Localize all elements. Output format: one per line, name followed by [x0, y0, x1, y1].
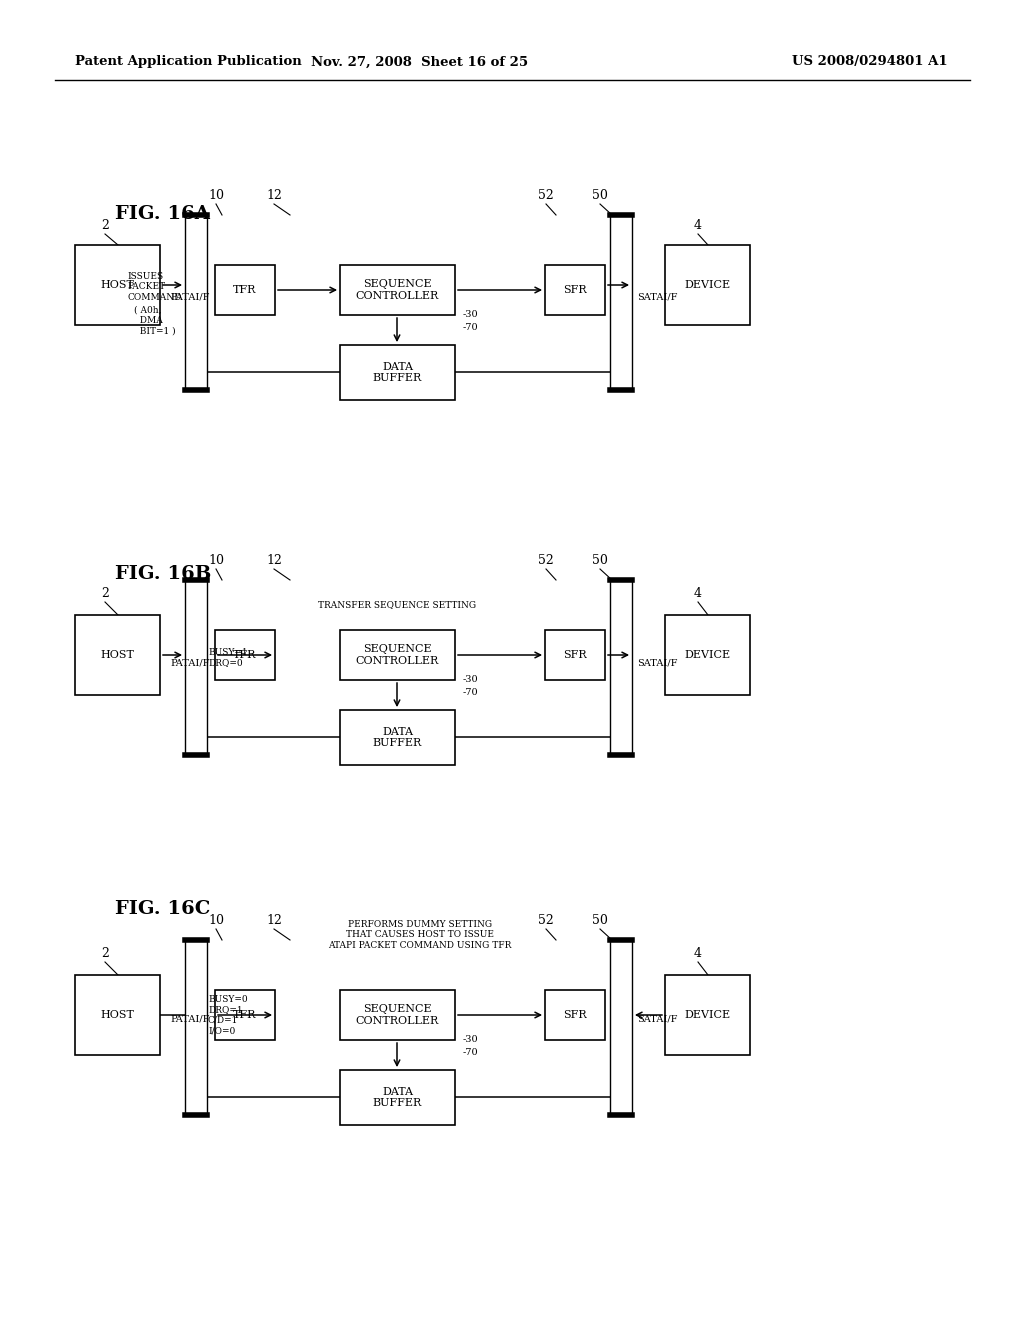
Text: -30: -30: [463, 1035, 478, 1044]
Text: -70: -70: [463, 323, 478, 333]
Text: 10: 10: [208, 913, 224, 927]
Text: -70: -70: [463, 1048, 478, 1057]
Text: 12: 12: [266, 554, 282, 568]
Text: DEVICE: DEVICE: [684, 649, 730, 660]
Text: 50: 50: [592, 189, 608, 202]
Text: SFR: SFR: [563, 285, 587, 294]
Text: FIG. 16B: FIG. 16B: [115, 565, 211, 583]
Bar: [215, 265, 275, 315]
Text: 2: 2: [101, 219, 109, 232]
Text: 4: 4: [694, 219, 702, 232]
Text: DATA
BUFFER: DATA BUFFER: [373, 727, 422, 748]
Bar: [75, 975, 160, 1055]
Bar: [185, 940, 207, 1115]
Bar: [610, 215, 632, 389]
Text: SATAI/F: SATAI/F: [637, 657, 678, 667]
Text: PATAI/F: PATAI/F: [171, 292, 210, 301]
Text: TFR: TFR: [233, 649, 257, 660]
Text: TRANSFER SEQUENCE SETTING: TRANSFER SEQUENCE SETTING: [317, 601, 476, 609]
Bar: [665, 246, 750, 325]
Text: SATAI/F: SATAI/F: [637, 292, 678, 301]
Text: 52: 52: [539, 554, 554, 568]
Text: 52: 52: [539, 189, 554, 202]
Bar: [340, 630, 455, 680]
Text: DATA
BUFFER: DATA BUFFER: [373, 362, 422, 383]
Text: PATAI/F: PATAI/F: [171, 657, 210, 667]
Text: ISSUES
PACKET
COMMAND: ISSUES PACKET COMMAND: [128, 272, 182, 302]
Bar: [185, 579, 207, 755]
Bar: [340, 265, 455, 315]
Text: FIG. 16C: FIG. 16C: [115, 900, 210, 917]
Text: DEVICE: DEVICE: [684, 1010, 730, 1020]
Text: HOST: HOST: [100, 1010, 134, 1020]
Bar: [610, 940, 632, 1115]
Bar: [610, 579, 632, 755]
Text: ( A0h,
  DMA
  BIT=1 ): ( A0h, DMA BIT=1 ): [134, 306, 176, 335]
Bar: [75, 246, 160, 325]
Bar: [340, 990, 455, 1040]
Text: 50: 50: [592, 554, 608, 568]
Text: HOST: HOST: [100, 280, 134, 290]
Bar: [665, 615, 750, 696]
Text: DATA
BUFFER: DATA BUFFER: [373, 1086, 422, 1109]
Text: -70: -70: [463, 688, 478, 697]
Bar: [215, 630, 275, 680]
Bar: [340, 1071, 455, 1125]
Bar: [185, 215, 207, 389]
Text: TFR: TFR: [233, 1010, 257, 1020]
Bar: [545, 265, 605, 315]
Text: BUSY=1
DRQ=0: BUSY=1 DRQ=0: [208, 648, 248, 668]
Text: 10: 10: [208, 189, 224, 202]
Text: 2: 2: [101, 946, 109, 960]
Text: DEVICE: DEVICE: [684, 280, 730, 290]
Bar: [215, 990, 275, 1040]
Text: HOST: HOST: [100, 649, 134, 660]
Text: US 2008/0294801 A1: US 2008/0294801 A1: [793, 55, 948, 69]
Bar: [75, 615, 160, 696]
Text: 12: 12: [266, 189, 282, 202]
Text: Patent Application Publication: Patent Application Publication: [75, 55, 302, 69]
Text: SATAI/F: SATAI/F: [637, 1015, 678, 1024]
Text: 52: 52: [539, 913, 554, 927]
Text: -30: -30: [463, 310, 478, 319]
Text: Nov. 27, 2008  Sheet 16 of 25: Nov. 27, 2008 Sheet 16 of 25: [311, 55, 528, 69]
Text: FIG. 16A: FIG. 16A: [115, 205, 210, 223]
Text: SEQUENCE
CONTROLLER: SEQUENCE CONTROLLER: [356, 644, 439, 665]
Text: SFR: SFR: [563, 1010, 587, 1020]
Text: 12: 12: [266, 913, 282, 927]
Text: -30: -30: [463, 675, 478, 684]
Text: 10: 10: [208, 554, 224, 568]
Text: 4: 4: [694, 587, 702, 601]
Bar: [665, 975, 750, 1055]
Text: 50: 50: [592, 913, 608, 927]
Bar: [340, 710, 455, 766]
Bar: [545, 990, 605, 1040]
Bar: [545, 630, 605, 680]
Text: PERFORMS DUMMY SETTING
THAT CAUSES HOST TO ISSUE
ATAPI PACKET COMMAND USING TFR: PERFORMS DUMMY SETTING THAT CAUSES HOST …: [329, 920, 512, 950]
Text: TFR: TFR: [233, 285, 257, 294]
Text: 4: 4: [694, 946, 702, 960]
Text: 2: 2: [101, 587, 109, 601]
Text: SFR: SFR: [563, 649, 587, 660]
Bar: [340, 345, 455, 400]
Text: PATAI/F: PATAI/F: [171, 1015, 210, 1024]
Text: SEQUENCE
CONTROLLER: SEQUENCE CONTROLLER: [356, 280, 439, 301]
Text: SEQUENCE
CONTROLLER: SEQUENCE CONTROLLER: [356, 1005, 439, 1026]
Text: BUSY=0
DRQ=1
C/D=1
I/O=0: BUSY=0 DRQ=1 C/D=1 I/O=0: [208, 995, 248, 1035]
